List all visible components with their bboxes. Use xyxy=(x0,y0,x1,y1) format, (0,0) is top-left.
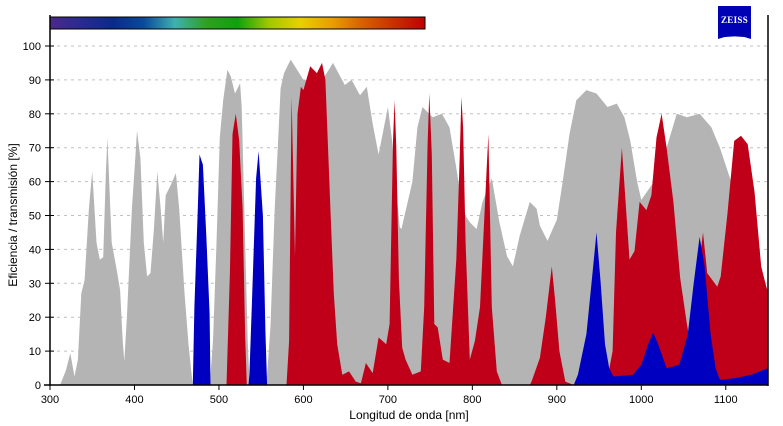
x-tick-label: 800 xyxy=(463,394,481,406)
y-tick-labels: 0 10 20 30 40 50 60 70 80 90 100 xyxy=(23,41,41,392)
series-areas xyxy=(60,59,769,386)
x-tick-label: 1100 xyxy=(714,394,738,406)
x-tick-label: 900 xyxy=(548,394,566,406)
x-tick-label: 1000 xyxy=(629,394,653,406)
y-tick-label: 50 xyxy=(29,211,41,223)
series-area-1 xyxy=(226,62,768,386)
y-tick-label: 100 xyxy=(23,41,41,53)
y-tick-label: 10 xyxy=(29,346,41,358)
y-tick-label: 40 xyxy=(29,244,41,256)
y-tick-label: 90 xyxy=(29,75,41,87)
x-tick-label: 500 xyxy=(210,394,228,406)
x-tick-label: 700 xyxy=(379,394,397,406)
y-tick-label: 0 xyxy=(35,380,41,392)
logo-text: ZEISS xyxy=(720,15,749,25)
x-tick-labels: 300 400 500 600 700 800 900 1000 1100 xyxy=(41,394,738,406)
x-tick-label: 400 xyxy=(125,394,143,406)
x-tick-label: 600 xyxy=(294,394,312,406)
axes xyxy=(44,15,769,390)
y-tick-label: 80 xyxy=(29,109,41,121)
y-tick-label: 70 xyxy=(29,143,41,155)
x-tick-label: 300 xyxy=(41,394,59,406)
zeiss-logo: ZEISS xyxy=(718,6,751,39)
series-area-2 xyxy=(192,151,768,385)
y-tick-label: 20 xyxy=(29,312,41,324)
y-tick-label: 30 xyxy=(29,278,41,290)
y-tick-label: 60 xyxy=(29,177,41,189)
x-axis-title: Longitud de onda [nm] xyxy=(349,408,468,422)
y-axis-title: Eficiencia / transmisión [%] xyxy=(6,143,20,286)
spectrum-color-bar xyxy=(49,16,426,30)
